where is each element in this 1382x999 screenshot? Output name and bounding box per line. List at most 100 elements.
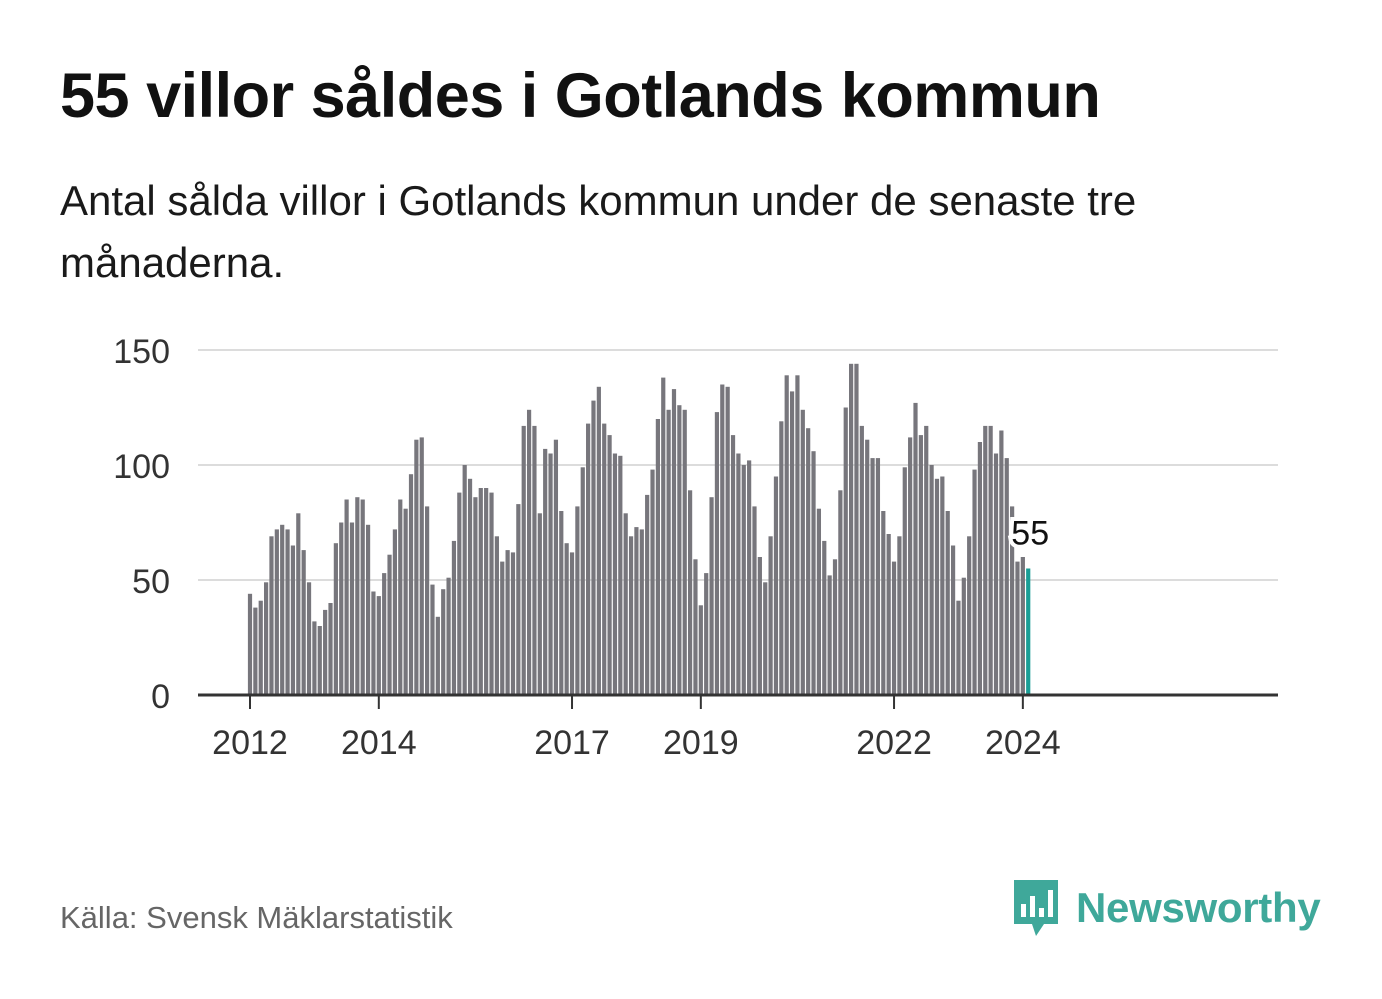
bar [365, 524, 371, 695]
bar [972, 469, 977, 695]
bar [355, 497, 360, 695]
bar [897, 536, 902, 695]
bar [382, 573, 387, 695]
bar [865, 439, 870, 695]
bar [467, 478, 473, 695]
bar [993, 453, 999, 695]
bar [414, 439, 419, 695]
bar [666, 409, 671, 695]
bar [269, 536, 274, 695]
bar [505, 550, 510, 695]
bar [800, 409, 805, 695]
bar [602, 423, 607, 695]
x-tick-label: 2019 [663, 724, 739, 762]
bar [789, 391, 795, 695]
bar [521, 425, 526, 695]
bar [376, 596, 381, 695]
bar [752, 506, 757, 695]
bar [451, 540, 457, 695]
bar [811, 451, 816, 695]
bar [875, 458, 881, 695]
bar [698, 605, 703, 695]
bar [333, 543, 338, 695]
bar [425, 506, 430, 695]
bar [902, 467, 907, 695]
bar [763, 582, 768, 695]
bar [628, 536, 634, 695]
chart-title: 55 villor såldes i Gotlands kommun [60, 61, 1101, 131]
bar [296, 513, 301, 695]
bar [564, 543, 569, 695]
bar [784, 375, 789, 695]
bar [687, 490, 693, 695]
x-tick-label: 2014 [341, 724, 417, 762]
bar [806, 428, 811, 695]
bar [280, 524, 285, 695]
bar [580, 467, 585, 695]
bar [349, 522, 355, 695]
highlight-bar [1026, 568, 1031, 695]
bar [714, 412, 720, 695]
bar [360, 499, 365, 695]
bar [312, 621, 317, 695]
y-tick-label: 50 [132, 563, 170, 601]
bar [650, 469, 655, 695]
bar [924, 425, 929, 695]
bar [532, 425, 537, 695]
bar [956, 600, 961, 695]
bar [736, 453, 741, 695]
bar [671, 389, 677, 695]
bar [301, 550, 306, 695]
brand-name: Newsworthy [1076, 884, 1321, 931]
bar [328, 603, 333, 695]
bar [634, 527, 639, 695]
bar [999, 430, 1004, 695]
bar [526, 409, 532, 695]
brand-logo[interactable]: Newsworthy [1010, 876, 1321, 940]
bar [730, 435, 736, 695]
bar [950, 545, 956, 695]
bar [725, 386, 730, 695]
bar [977, 442, 983, 695]
bar [516, 504, 521, 695]
bar [677, 405, 682, 695]
bar [371, 591, 376, 695]
bar [253, 607, 258, 695]
bar [832, 559, 838, 695]
bar [548, 453, 553, 695]
bar [704, 573, 709, 695]
y-tick-label: 100 [113, 448, 170, 486]
bar [478, 488, 483, 695]
bar [827, 575, 832, 695]
bar [859, 425, 864, 695]
bar [543, 448, 548, 695]
bar [462, 465, 467, 695]
bar [430, 584, 435, 695]
bar [323, 609, 328, 695]
bar [317, 626, 322, 695]
bar [473, 497, 478, 695]
x-tick-label: 2024 [985, 724, 1061, 762]
bar-chart: 0 50 100 150 2012 2014 2017 2019 2022 2024 55 [113, 333, 1278, 762]
bar [446, 577, 451, 695]
bar [779, 421, 784, 695]
bar [961, 577, 966, 695]
bar [285, 529, 290, 695]
bar [596, 386, 601, 695]
bar [344, 499, 349, 695]
bar [398, 499, 403, 695]
bar [655, 419, 660, 695]
bar [661, 377, 666, 695]
x-tick-label: 2022 [856, 724, 932, 762]
bar [247, 593, 253, 695]
bar [387, 554, 392, 695]
bar [693, 559, 698, 695]
bar [274, 529, 279, 695]
bar [258, 600, 263, 695]
bar [983, 425, 988, 695]
bar [988, 425, 993, 695]
bar [392, 529, 398, 695]
bar [918, 435, 923, 695]
bar [510, 552, 516, 695]
bar [934, 478, 940, 695]
